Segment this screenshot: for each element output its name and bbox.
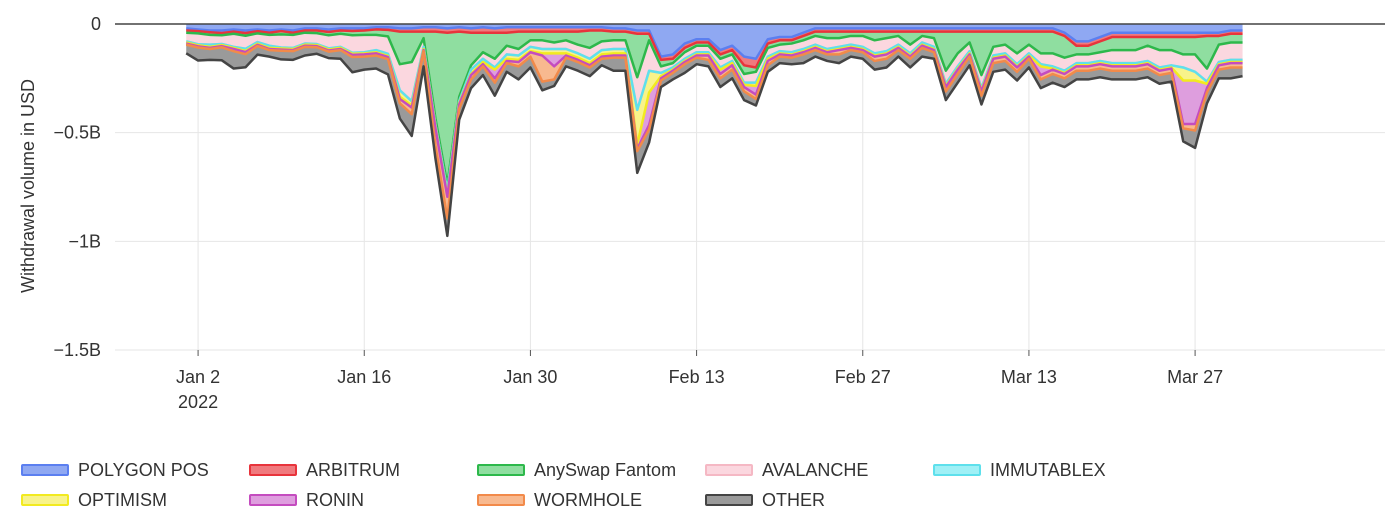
y-axis-title: Withdrawal volume in USD xyxy=(18,79,38,293)
y-tick-label: −1B xyxy=(68,231,101,251)
y-tick-label: −0.5B xyxy=(53,123,101,143)
legend-swatch xyxy=(705,464,753,476)
line-ronin xyxy=(185,42,1243,199)
legend-swatch xyxy=(477,494,525,506)
stacked-areas xyxy=(185,24,1243,238)
line-other xyxy=(185,52,1243,238)
legend-swatch xyxy=(21,494,69,506)
legend-item[interactable]: WORMHOLE xyxy=(477,490,642,510)
line-arbitrum xyxy=(186,28,1243,69)
legend-item[interactable]: IMMUTABLEX xyxy=(933,460,1106,480)
x-tick-label: Jan 30 xyxy=(503,367,557,387)
legend-item[interactable]: POLYGON POS xyxy=(21,460,209,480)
area-polygon-pos xyxy=(186,24,1243,59)
legend-item[interactable]: OTHER xyxy=(705,490,825,510)
legend-label: AnySwap Fantom xyxy=(534,460,676,480)
legend-label: RONIN xyxy=(306,490,364,510)
x-tick-label: Mar 27 xyxy=(1167,367,1223,387)
legend-label: AVALANCHE xyxy=(762,460,868,480)
x-tick-label: Feb 27 xyxy=(835,367,891,387)
gridlines xyxy=(115,24,1385,351)
axes: Jan 2 2022 Jan 16 Jan 30 Feb 13 Feb 27 Mar 13 M… xyxy=(53,14,1385,412)
line-polygon-pos xyxy=(186,26,1243,61)
y-tick-label: 0 xyxy=(91,14,101,34)
legend-item[interactable]: ARBITRUM xyxy=(249,460,400,480)
line-anyswap-fantom xyxy=(186,31,1243,187)
x-tick-label: Jan 16 xyxy=(337,367,391,387)
legend-label: OTHER xyxy=(762,490,825,510)
line-wormhole xyxy=(185,43,1243,220)
area-anyswap-fantom xyxy=(186,29,1243,185)
x-tick-label: Jan 2 xyxy=(176,367,220,387)
legend-label: IMMUTABLEX xyxy=(990,460,1106,480)
legend-label: POLYGON POS xyxy=(78,460,209,480)
x-tick-sublabel: 2022 xyxy=(178,392,218,412)
legend-item[interactable]: AVALANCHE xyxy=(705,460,868,480)
y-tick-label: −1.5B xyxy=(53,340,101,360)
x-tick-label: Feb 13 xyxy=(669,367,725,387)
legend-label: OPTIMISM xyxy=(78,490,167,510)
legend-swatch xyxy=(21,464,69,476)
legend-label: ARBITRUM xyxy=(306,460,400,480)
x-tick-label: Mar 13 xyxy=(1001,367,1057,387)
legend-item[interactable]: AnySwap Fantom xyxy=(477,460,676,480)
legend-swatch xyxy=(477,464,525,476)
legend-swatch xyxy=(249,494,297,506)
legend-swatch xyxy=(705,494,753,506)
legend: POLYGON POS ARBITRUM AnySwap Fantom AVALANC… xyxy=(21,460,1106,510)
area-other xyxy=(186,44,1243,236)
area-avalanche xyxy=(186,32,1243,192)
legend-item[interactable]: OPTIMISM xyxy=(21,490,167,510)
legend-label: WORMHOLE xyxy=(534,490,642,510)
legend-swatch xyxy=(933,464,981,476)
legend-item[interactable]: RONIN xyxy=(249,490,364,510)
legend-swatch xyxy=(249,464,297,476)
